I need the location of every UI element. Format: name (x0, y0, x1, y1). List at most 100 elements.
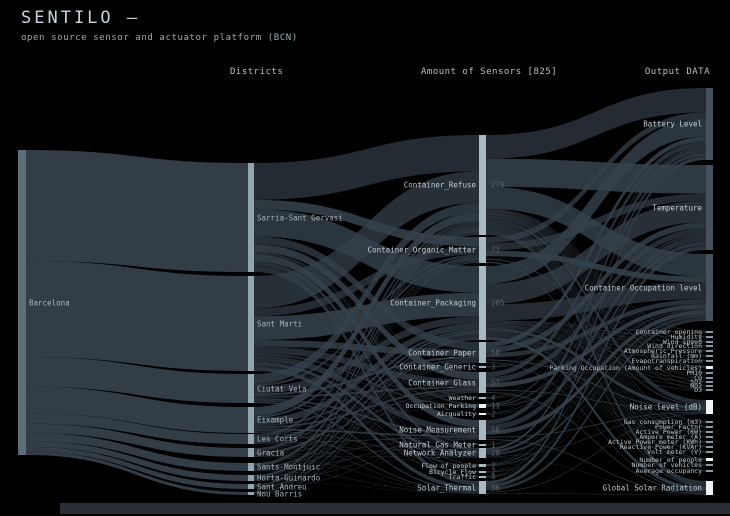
node-sensor[interactable] (479, 481, 486, 494)
flow-ribbon (254, 366, 479, 473)
label-district: Sant Andreu (257, 481, 307, 491)
flow-ribbon (254, 480, 479, 494)
node-output[interactable] (706, 464, 713, 466)
flow-ribbon (26, 357, 248, 403)
flow-ribbon (254, 338, 479, 488)
label-output: Parking Occupation (Amount of vehicles) (549, 363, 702, 372)
node-output[interactable] (706, 341, 713, 343)
node-output[interactable] (706, 366, 713, 369)
flow-ribbon (486, 333, 706, 443)
node-district[interactable] (248, 276, 254, 371)
node-output[interactable] (706, 381, 713, 383)
flow-ribbon (486, 136, 706, 347)
node-district[interactable] (248, 448, 254, 457)
label-output: NO2 (690, 381, 702, 390)
node-district[interactable] (248, 374, 254, 403)
node-output[interactable] (706, 345, 713, 347)
label-sensor: Traffic (448, 472, 476, 481)
flow-ribbon (486, 228, 706, 368)
node-sensor[interactable] (479, 366, 486, 368)
node-output[interactable] (706, 389, 713, 391)
node-output[interactable] (706, 421, 713, 423)
flow-ribbon (486, 218, 706, 405)
node-output[interactable] (706, 88, 713, 160)
node-sensor[interactable] (479, 413, 486, 415)
flow-ribbon (486, 362, 706, 492)
value-sensor: 28 (491, 448, 501, 458)
flow-ribbon (254, 401, 479, 492)
node-sensor[interactable] (479, 404, 486, 408)
node-sensor[interactable] (479, 397, 486, 399)
node-district[interactable] (248, 463, 254, 471)
node-output[interactable] (706, 426, 713, 428)
node-sensor[interactable] (479, 342, 486, 363)
node-district[interactable] (248, 163, 254, 272)
label-sensor: Bicycle Flow (429, 467, 476, 476)
node-district[interactable] (248, 492, 254, 495)
flow-ribbon (254, 332, 479, 455)
node-output[interactable] (706, 350, 713, 352)
flow-ribbon (486, 413, 706, 493)
flow-ribbon (486, 317, 706, 467)
flow-ribbon (254, 261, 479, 478)
node-sensor[interactable] (479, 476, 486, 478)
node-district[interactable] (248, 407, 254, 433)
node-barcelona[interactable] (18, 150, 26, 455)
label-output: Wind speed (662, 337, 702, 346)
flow-ribbon (26, 451, 248, 495)
node-output[interactable] (706, 451, 713, 453)
flow-ribbon (254, 323, 479, 425)
node-output[interactable] (706, 431, 713, 433)
node-output[interactable] (706, 441, 713, 443)
flow-ribbon (254, 355, 479, 434)
flow-ribbon (486, 331, 706, 423)
label-output: Number of people (639, 455, 702, 464)
node-sensor[interactable] (479, 471, 486, 473)
flow-ribbon (254, 336, 479, 480)
node-district[interactable] (248, 475, 254, 481)
node-district[interactable] (248, 484, 254, 489)
node-sensor[interactable] (479, 420, 486, 440)
node-output[interactable] (706, 470, 713, 472)
node-output[interactable] (706, 331, 713, 333)
node-sensor[interactable] (479, 237, 486, 263)
node-sensor[interactable] (479, 444, 486, 446)
value-sensor: 4 (491, 472, 496, 482)
node-output[interactable] (706, 481, 713, 495)
node-output[interactable] (706, 385, 713, 387)
flow-ribbon (486, 156, 706, 472)
node-output[interactable] (706, 165, 713, 250)
flow-ribbon (486, 245, 706, 478)
node-output[interactable] (706, 377, 713, 379)
value-sensor: 58 (491, 347, 501, 357)
flow-ribbon (486, 201, 706, 305)
value-sensor: 7 (491, 460, 496, 470)
node-sensor[interactable] (479, 135, 486, 235)
node-sensor[interactable] (479, 266, 486, 340)
flow-ribbon (254, 456, 479, 494)
node-output[interactable] (706, 372, 713, 374)
flow-ribbon (486, 241, 706, 445)
node-district[interactable] (248, 434, 254, 444)
label-output: Power Factor (655, 422, 702, 431)
node-output[interactable] (706, 254, 713, 321)
flow-ribbon (486, 212, 706, 356)
node-output[interactable] (706, 436, 713, 438)
node-output[interactable] (706, 446, 713, 448)
node-output[interactable] (706, 360, 713, 362)
label-output: Average occupancy (635, 466, 702, 475)
node-sensor[interactable] (479, 464, 486, 467)
node-output[interactable] (706, 458, 713, 461)
flow-ribbon (486, 118, 706, 284)
node-sensor[interactable] (479, 372, 486, 393)
node-output[interactable] (706, 355, 713, 357)
value-sensor: 278 (491, 180, 505, 190)
flow-ribbon (486, 412, 706, 457)
node-output[interactable] (706, 400, 713, 414)
flow-ribbon (254, 262, 479, 487)
flow-ribbon (486, 246, 706, 488)
node-output[interactable] (706, 336, 713, 338)
node-sensor[interactable] (479, 448, 486, 458)
flow-ribbon (254, 230, 479, 478)
